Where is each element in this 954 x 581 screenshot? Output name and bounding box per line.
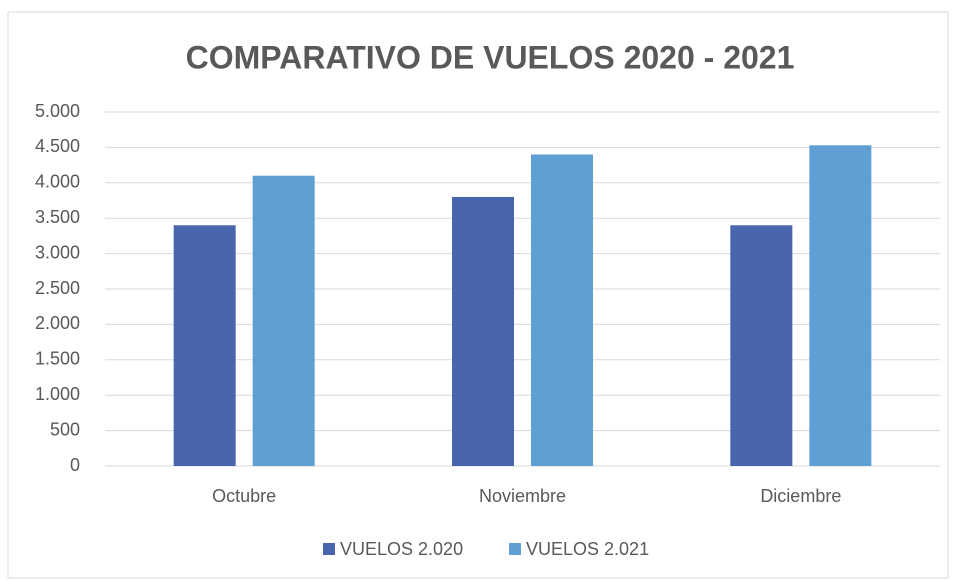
x-tick-label: Octubre — [212, 486, 276, 506]
y-tick-label: 5.000 — [35, 101, 80, 121]
x-tick-label: Diciembre — [760, 486, 841, 506]
x-tick-label: Noviembre — [479, 486, 566, 506]
y-tick-label: 0 — [70, 455, 80, 475]
y-tick-label: 1.000 — [35, 384, 80, 404]
bar — [531, 154, 593, 467]
legend-swatch — [509, 543, 521, 555]
bar — [173, 225, 236, 466]
y-tick-label: 2.000 — [35, 313, 80, 333]
chart-title: COMPARATIVO DE VUELOS 2020 - 2021 — [186, 39, 795, 75]
legend-swatch — [323, 543, 335, 555]
legend-label: VUELOS 2.020 — [340, 539, 463, 559]
y-tick-label: 2.500 — [35, 278, 80, 298]
y-tick-label: 3.500 — [35, 207, 80, 227]
bar — [809, 145, 872, 466]
y-tick-label: 4.500 — [35, 136, 80, 156]
bar — [452, 196, 514, 466]
legend-label: VUELOS 2.021 — [526, 539, 649, 559]
y-tick-label: 1.500 — [35, 349, 80, 369]
y-tick-label: 3.000 — [35, 242, 80, 262]
y-tick-label: 500 — [50, 419, 80, 439]
bar — [252, 175, 315, 466]
bar — [730, 225, 793, 466]
y-tick-label: 4.000 — [35, 172, 80, 192]
